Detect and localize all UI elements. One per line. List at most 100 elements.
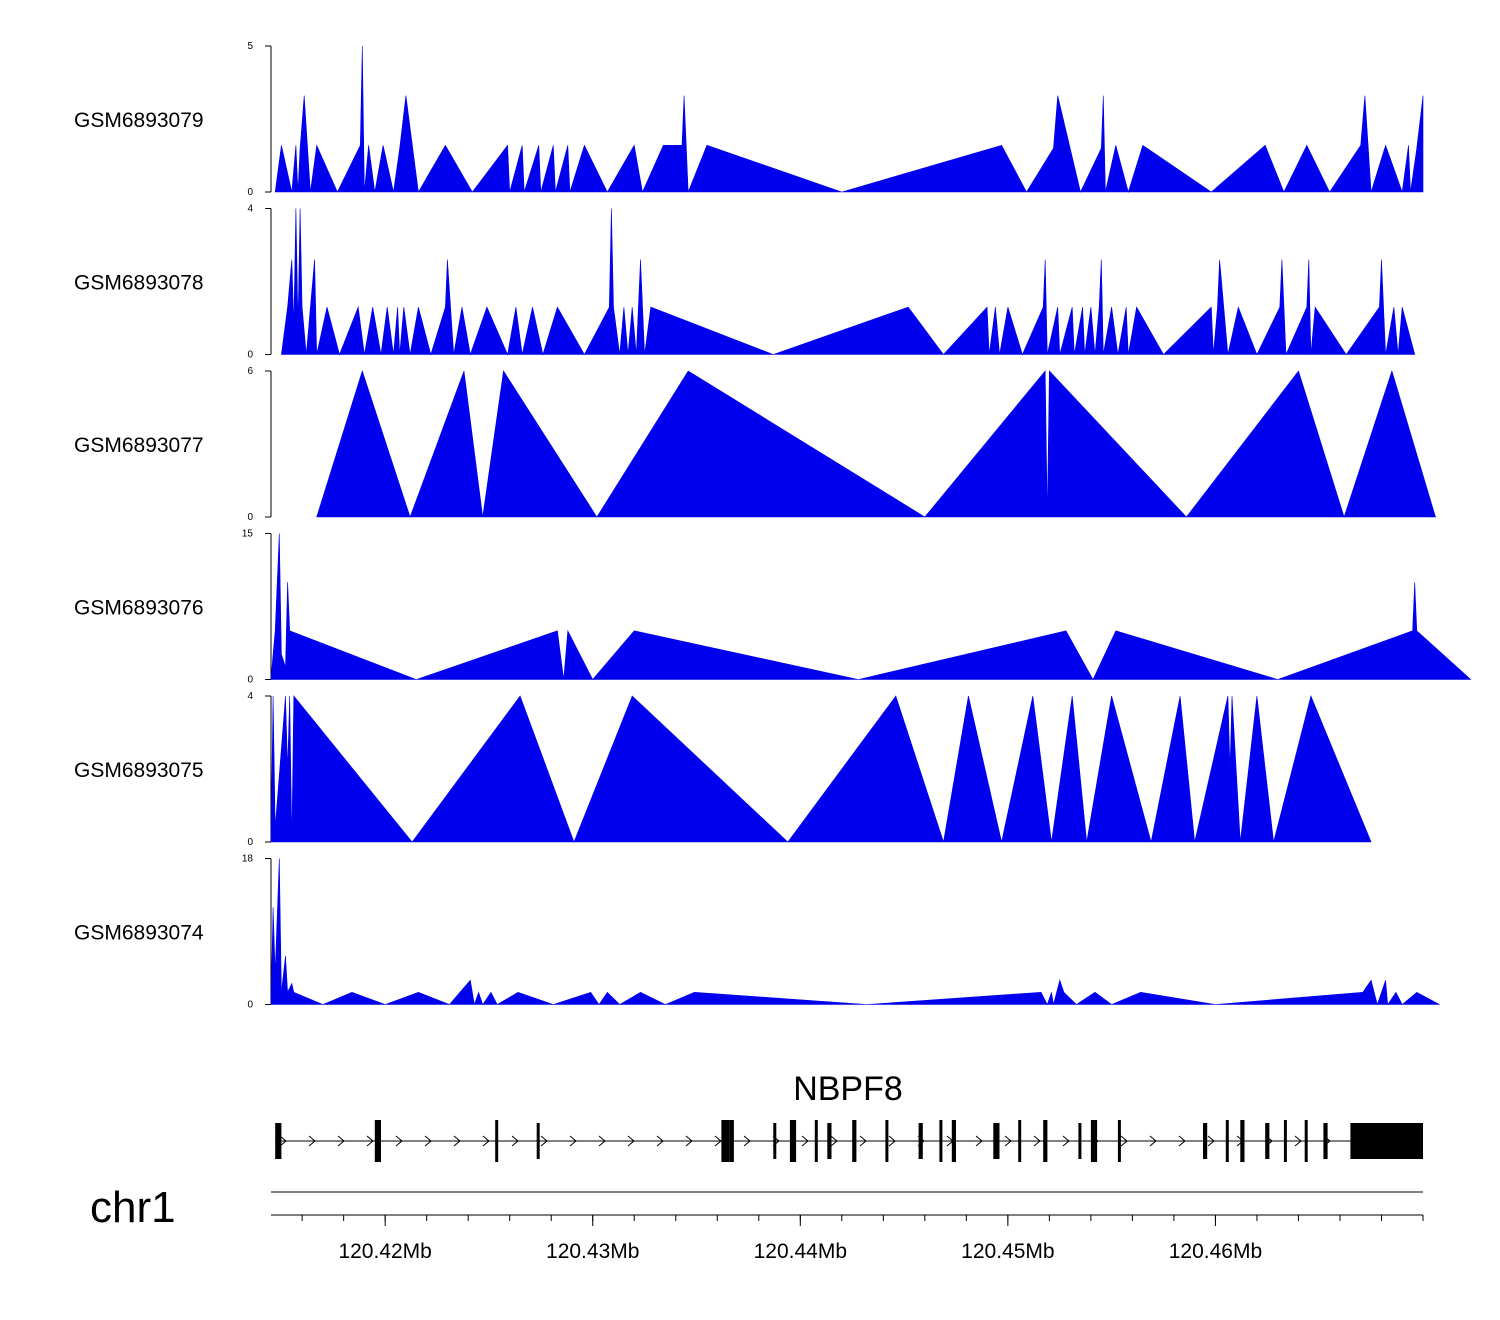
- exon-block: [721, 1120, 730, 1162]
- track-GSM6893077: GSM6893077 6 0: [74, 366, 1436, 523]
- strand-arrow: [830, 1135, 838, 1147]
- strand-arrow: [714, 1135, 722, 1147]
- exon-block: [827, 1123, 832, 1159]
- y-tick-label-min: 0: [247, 675, 253, 686]
- strand-arrow: [308, 1135, 316, 1147]
- gene-model: [275, 1120, 1423, 1162]
- exon-block: [275, 1123, 282, 1159]
- strand-arrow: [1178, 1135, 1186, 1147]
- strand-arrow: [337, 1135, 345, 1147]
- track-name-label: GSM6893078: [74, 272, 204, 295]
- exon-block: [1283, 1120, 1287, 1162]
- track-GSM6893075: GSM6893075 4 0: [74, 691, 1372, 848]
- y-tick-label-min: 0: [247, 837, 253, 848]
- y-tick-label-max: 18: [242, 854, 254, 865]
- strand-arrow: [627, 1135, 635, 1147]
- exon-block: [852, 1120, 857, 1162]
- strand-arrow: [743, 1135, 751, 1147]
- track-name-label: GSM6893079: [74, 109, 204, 132]
- exon-block: [1323, 1123, 1328, 1159]
- exon-block: [814, 1120, 818, 1162]
- strand-arrow: [1207, 1135, 1215, 1147]
- coverage-tracks: GSM689307950GSM689307840GSM689307760GSM6…: [74, 41, 1472, 1011]
- coverage-area: [274, 45, 1424, 194]
- strand-arrow: [424, 1135, 432, 1147]
- exon-block: [1203, 1123, 1208, 1159]
- exon-block: [773, 1123, 777, 1159]
- strand-arrow: [1033, 1135, 1041, 1147]
- strand-arrow: [453, 1135, 461, 1147]
- exon-block: [495, 1120, 499, 1162]
- y-tick-label-min: 0: [247, 187, 253, 198]
- track-GSM6893074: GSM6893074 18 0: [74, 854, 1440, 1011]
- exon-block: [951, 1120, 956, 1162]
- strand-arrow: [366, 1135, 374, 1147]
- exon-block: [939, 1120, 943, 1162]
- coverage-area: [316, 369, 1436, 518]
- y-tick-label-max: 4: [247, 691, 253, 702]
- track-name-label: GSM6893075: [74, 759, 204, 782]
- y-tick-label-min: 0: [247, 350, 253, 361]
- strand-arrow: [656, 1135, 664, 1147]
- exon-block: [1078, 1123, 1082, 1159]
- y-tick-label-max: 5: [247, 41, 253, 52]
- coverage-area: [270, 695, 1372, 843]
- coverage-area: [270, 858, 1440, 1006]
- exon-block: [729, 1120, 734, 1162]
- y-tick-label-min: 0: [247, 1000, 253, 1011]
- exon-block: [918, 1123, 923, 1159]
- strand-arrow: [1062, 1135, 1070, 1147]
- strand-arrow: [975, 1135, 983, 1147]
- strand-arrow: [1294, 1135, 1302, 1147]
- chromosome-label: chr1: [90, 1183, 176, 1232]
- axis-tick-label: 120.46Mb: [1169, 1240, 1262, 1263]
- strand-arrow: [1120, 1135, 1128, 1147]
- axis-tick-label: 120.43Mb: [546, 1240, 639, 1263]
- exon-block: [993, 1123, 1000, 1159]
- exon-block: [1090, 1120, 1098, 1162]
- axis-tick-label: 120.45Mb: [961, 1240, 1054, 1263]
- track-name-label: GSM6893074: [74, 922, 204, 945]
- exon-block: [885, 1120, 889, 1162]
- axis-tick-label: 120.42Mb: [338, 1240, 431, 1263]
- track-name-label: GSM6893076: [74, 597, 204, 620]
- exon-block: [1304, 1120, 1308, 1162]
- track-GSM6893076: GSM6893076 15 0: [74, 529, 1472, 686]
- strand-arrow: [1004, 1135, 1012, 1147]
- exon-block: [1018, 1120, 1022, 1162]
- strand-arrow: [540, 1135, 548, 1147]
- gene-track: NBPF8: [275, 1070, 1423, 1162]
- strand-arrow: [482, 1135, 490, 1147]
- strand-arrow: [569, 1135, 577, 1147]
- exon-block: [789, 1120, 797, 1162]
- gene-name-label: NBPF8: [793, 1070, 903, 1108]
- track-GSM6893079: GSM6893079 5 0: [74, 41, 1424, 198]
- y-tick-label-max: 4: [247, 204, 253, 215]
- exon-block: [1240, 1120, 1245, 1162]
- strand-arrow: [888, 1135, 896, 1147]
- strand-arrow: [801, 1135, 809, 1147]
- coverage-area: [270, 533, 1472, 681]
- exon-block: [1225, 1120, 1229, 1162]
- exon-block: [536, 1123, 540, 1159]
- strand-arrow: [279, 1135, 287, 1147]
- y-tick-label-min: 0: [247, 512, 253, 523]
- strand-arrow: [685, 1135, 693, 1147]
- exon-block: [1043, 1120, 1048, 1162]
- y-tick-label-max: 6: [247, 366, 253, 377]
- strand-arrow: [1149, 1135, 1157, 1147]
- strand-arrow: [598, 1135, 606, 1147]
- exon-block: [1265, 1123, 1270, 1159]
- exon-block: [1117, 1120, 1121, 1162]
- track-GSM6893078: GSM6893078 4 0: [74, 204, 1416, 361]
- strand-arrow: [511, 1135, 519, 1147]
- y-tick-label-max: 15: [242, 529, 254, 540]
- exon-block: [374, 1120, 381, 1162]
- utr-block: [1350, 1123, 1423, 1159]
- genome-axis-ticks: 120.42Mb 120.43Mb 120.44Mb 120.45Mb 120.46Mb: [271, 1191, 1424, 1263]
- coverage-area: [281, 208, 1416, 356]
- genome-axis: chr1 120.42Mb 120.43Mb 120.44Mb 120.45Mb 120…: [90, 1183, 1424, 1263]
- axis-tick-label: 120.44Mb: [754, 1240, 847, 1263]
- strand-arrow: [859, 1135, 867, 1147]
